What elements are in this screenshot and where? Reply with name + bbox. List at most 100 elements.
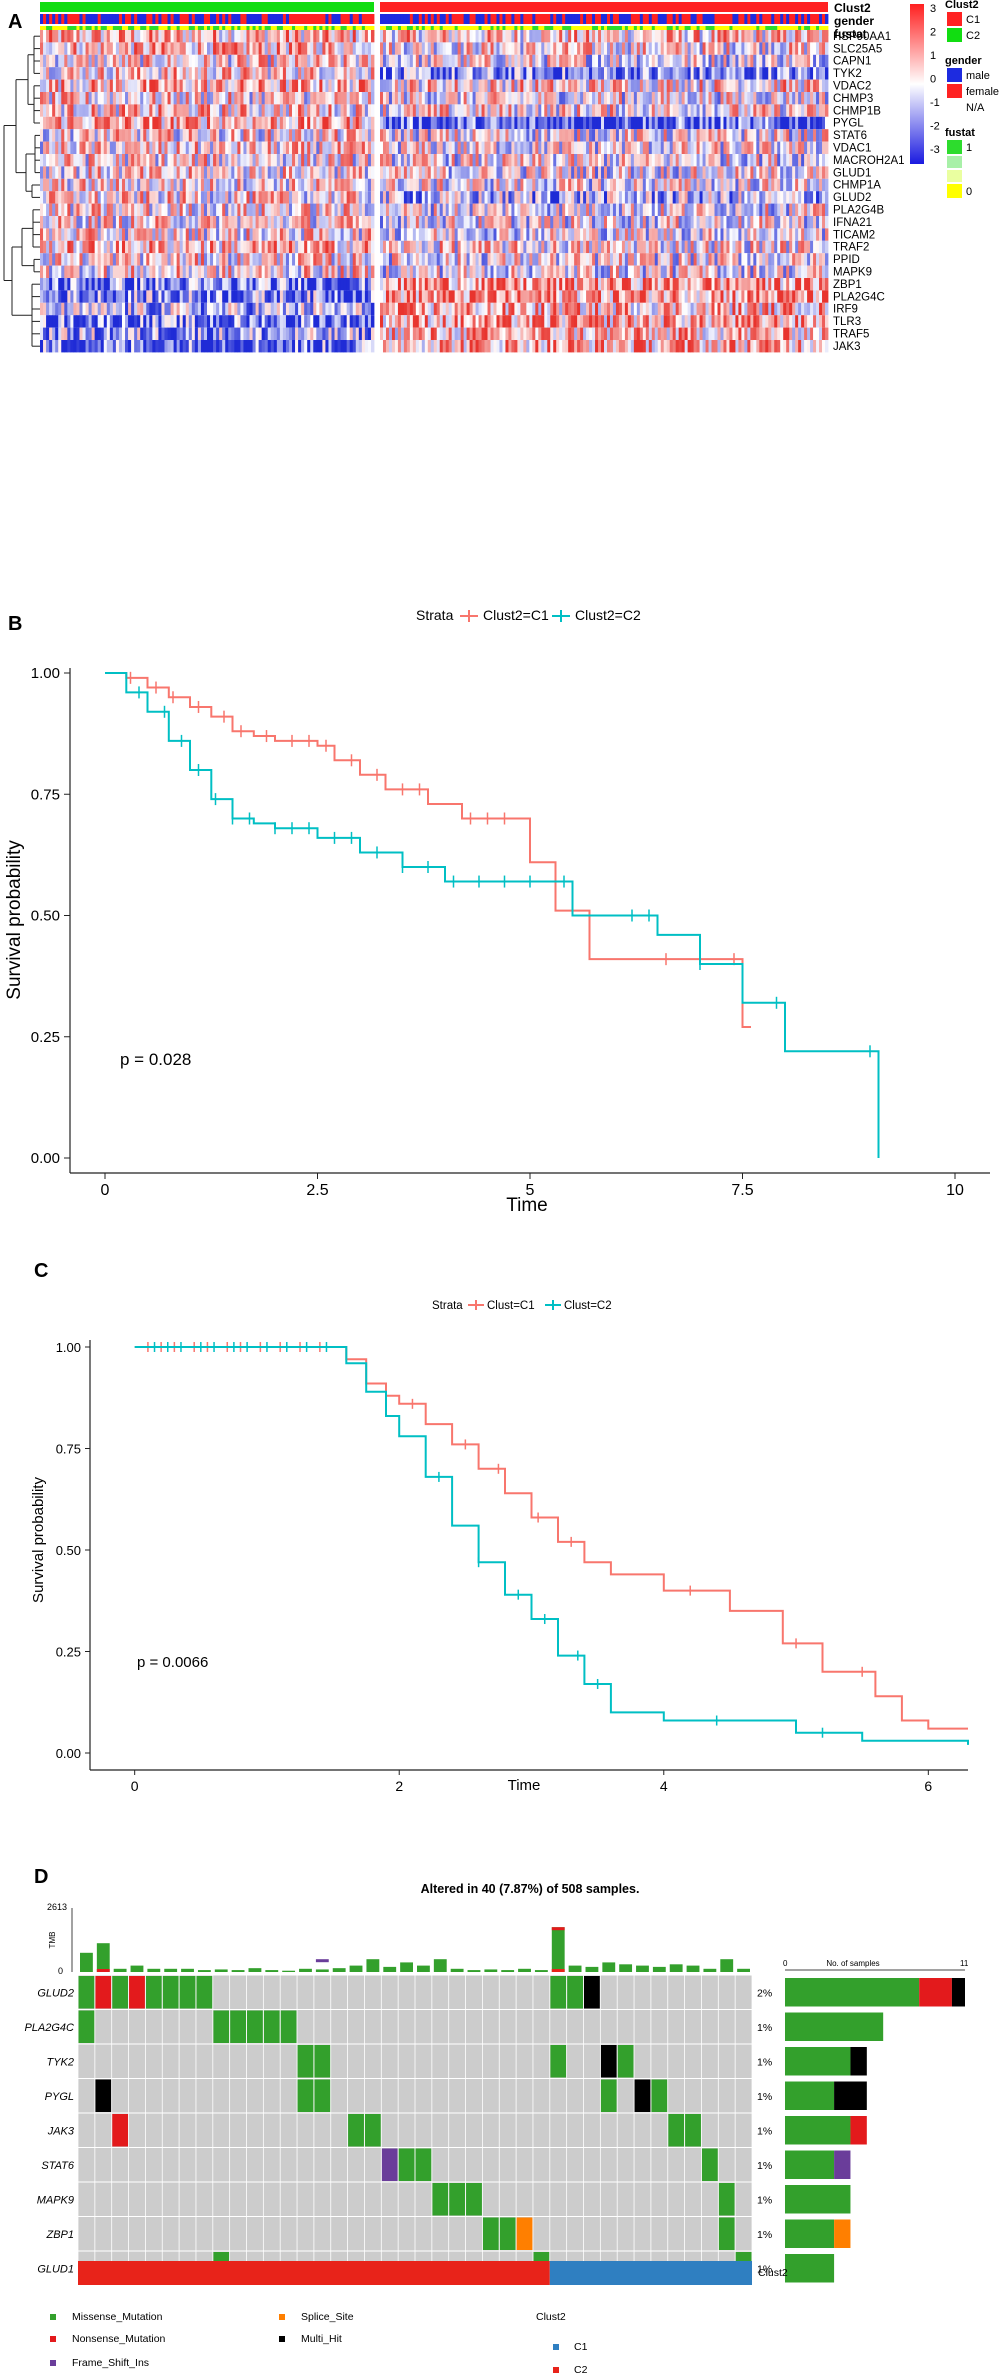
heatmap-cell [82,191,86,204]
heatmap-cell [726,67,730,80]
heatmap-cell [282,67,287,80]
annotation-gender-cell [285,14,290,24]
heatmap-cell [571,129,575,142]
heatmap-cell [103,92,108,105]
heatmap-cell [310,30,314,43]
heatmap-cell [355,191,360,204]
heatmap-cell [786,79,790,92]
heatmap-cell [547,104,551,117]
annotation-gender-cell [744,14,748,24]
heatmap-cell [216,166,220,179]
heatmap-cell [481,154,485,167]
heatmap-cell [529,178,533,192]
heatmap-cell [612,67,617,80]
heatmap-cell [67,30,71,43]
heatmap-cell [735,203,739,216]
heatmap-cell [717,104,721,117]
heatmap-cell [520,54,524,68]
heatmap-cell [741,203,745,216]
heatmap-cell [708,178,712,192]
heatmap-cell [385,104,390,117]
heatmap-cell [708,228,712,241]
heatmap-cell [693,116,697,130]
heatmap-cell [753,216,757,229]
heatmap-cell [364,216,369,229]
heatmap-cell [361,191,366,204]
heatmap-cell [285,228,290,241]
heatmap-cell [394,79,399,92]
heatmap-cell [660,228,665,241]
heatmap-cell [310,191,314,204]
heatmap-cell [298,92,302,105]
annotation-gender-cell [586,14,590,24]
heatmap-cell [243,141,247,154]
heatmap-cell [295,116,299,130]
heatmap-cell [714,203,718,216]
heatmap-cell [789,228,793,241]
heatmap-cell [735,154,739,167]
heatmap-cell [388,79,393,92]
heatmap-cell [149,141,153,154]
heatmap-cell [496,92,500,105]
heatmap-cell [601,166,605,179]
heatmap-cell [85,154,89,167]
annotation-gender-cell [334,14,338,24]
heatmap-cell [285,178,290,192]
heatmap-cell [508,203,512,216]
heatmap-cell [140,79,144,92]
heatmap-cell [185,116,190,130]
heatmap-cell [173,141,178,154]
heatmap-cell [577,166,581,179]
heatmap-cell [804,141,808,154]
heatmap-cell [267,104,272,117]
heatmap-cell [747,42,751,55]
heatmap-cell [112,30,117,43]
annotation-gender-cell [717,14,721,24]
heatmap-cell [604,166,608,179]
heatmap-cell [618,116,623,130]
heatmap-cell [310,228,314,241]
heatmap-cell [738,104,742,117]
heatmap-cell [73,154,77,167]
annotation-gender-cell [678,14,683,24]
heatmap-cell [663,42,668,55]
heatmap-cell [49,154,53,167]
heatmap-cell [364,178,369,192]
heatmap-cell [621,79,626,92]
heatmap-cell [424,104,429,117]
heatmap-cell [282,42,287,55]
heatmap-cell [340,216,345,229]
heatmap-cell [639,191,644,204]
heatmap-cell [741,30,745,43]
heatmap-cell [598,191,602,204]
heatmap-cell [234,203,238,216]
heatmap-cell [167,67,171,80]
heatmap-cell [690,178,694,192]
heatmap-cell [801,141,805,154]
heatmap-cell [523,166,527,179]
heatmap-cell [295,228,299,241]
heatmap-cell [442,178,447,192]
heatmap-cell [128,154,132,167]
heatmap-cell [517,228,521,241]
heatmap-cell [822,203,826,216]
heatmap-cell [125,30,129,43]
heatmap-cell [222,154,226,167]
heatmap-cell [118,92,123,105]
heatmap-cell [657,216,662,229]
heatmap-cell [252,129,256,142]
heatmap-cell [442,216,447,229]
heatmap-cell [499,104,503,117]
heatmap-cell [615,67,620,80]
heatmap-cell [49,178,53,192]
heatmap-cell [451,141,456,154]
heatmap-cell [343,203,348,216]
heatmap-cell [598,129,602,142]
heatmap-cell [604,154,608,167]
heatmap-cell [91,30,96,43]
heatmap-cell [288,67,293,80]
heatmap-cell [669,42,674,55]
heatmap-cell [264,92,269,105]
heatmap-cell [216,79,220,92]
